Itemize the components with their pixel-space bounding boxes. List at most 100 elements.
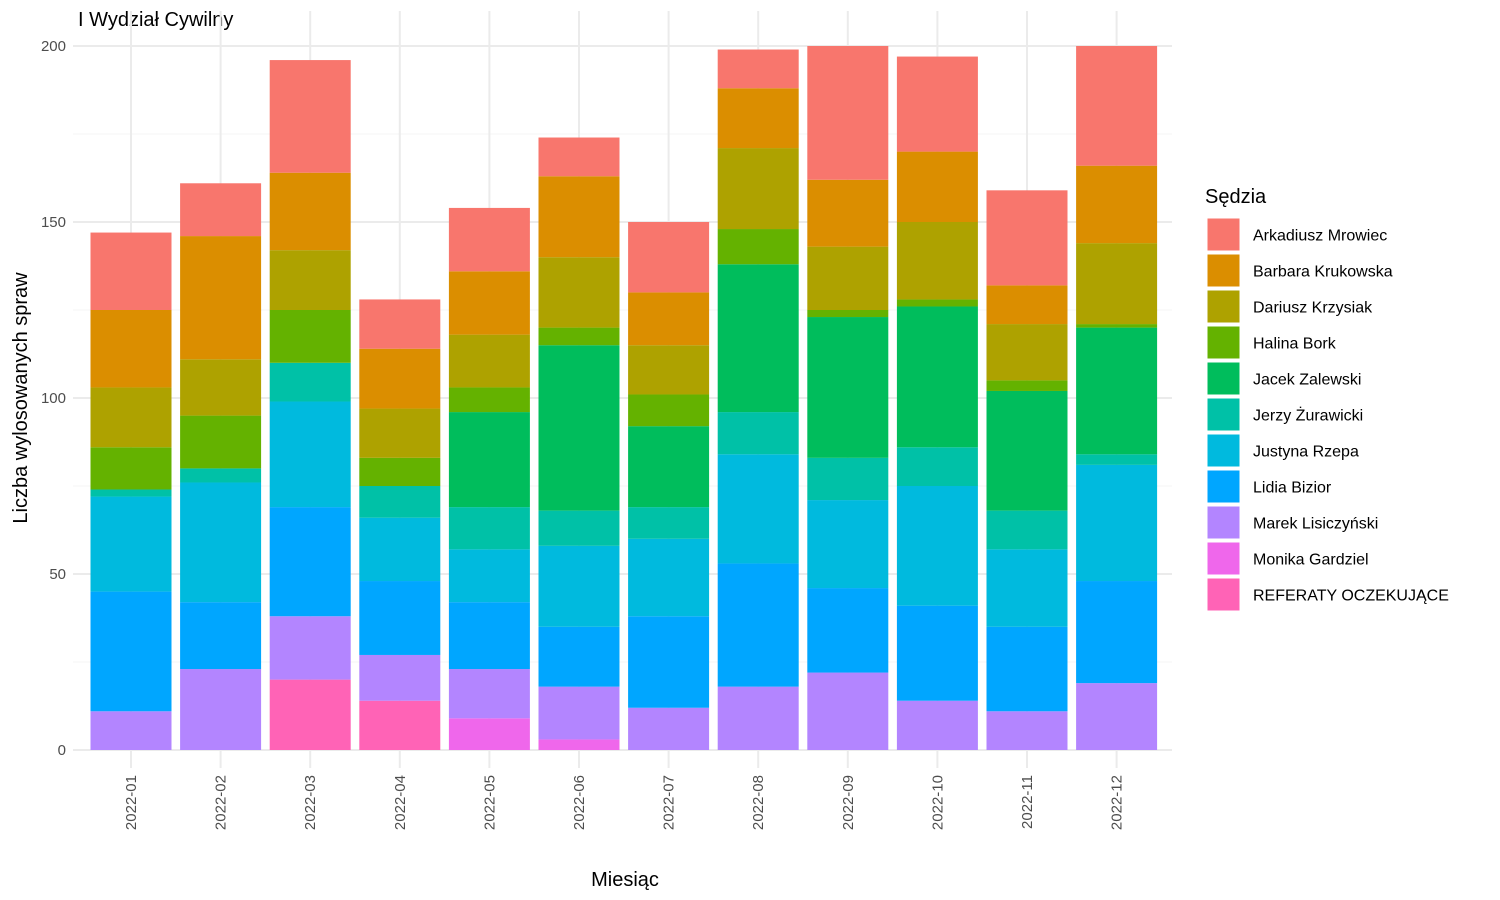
y-axis-title: Liczba wylosowanych spraw xyxy=(10,272,32,524)
bar-segment xyxy=(269,250,351,310)
bar-segment xyxy=(448,412,530,508)
legend-key xyxy=(1206,433,1241,468)
legend-key xyxy=(1206,217,1241,252)
legend-key xyxy=(1206,397,1241,432)
bar-segment xyxy=(538,345,620,511)
bar-segment xyxy=(538,257,620,328)
legend-key xyxy=(1206,361,1241,396)
bar-segment xyxy=(269,507,351,617)
bar-segment xyxy=(1076,243,1158,325)
x-axis-ticks: 2022-01 2022-02 2022-03 2022-04 2022-05 2022-… xyxy=(123,775,1126,830)
bar-segment xyxy=(986,549,1068,627)
x-tick-label: 2022-11 xyxy=(1019,775,1036,829)
bar-segment xyxy=(1076,46,1158,166)
bar-segment xyxy=(896,306,978,448)
bar-segment xyxy=(448,549,530,603)
bar-segment xyxy=(807,457,889,501)
x-tick-label: 2022-02 xyxy=(213,775,230,830)
legend-key xyxy=(1206,469,1241,504)
bar-segment xyxy=(180,669,262,750)
bar-segment xyxy=(90,711,172,750)
bar-segment xyxy=(628,616,710,708)
legend-key xyxy=(1206,253,1241,288)
bar-segment xyxy=(986,190,1068,286)
legend-label: Jerzy Żurawicki xyxy=(1253,406,1363,425)
bar-segment xyxy=(896,486,978,606)
bar-segment xyxy=(896,605,978,701)
bar-segment xyxy=(448,718,530,750)
bar-segment xyxy=(359,408,441,458)
legend-key xyxy=(1206,325,1241,360)
bar-segment xyxy=(180,415,262,469)
bar-segment xyxy=(628,292,710,346)
bar-segment xyxy=(1076,327,1158,455)
bar-segment xyxy=(1076,464,1158,582)
legend-key xyxy=(1206,505,1241,540)
bar-segment xyxy=(269,172,351,251)
legend-label: Halina Bork xyxy=(1253,336,1337,353)
x-tick-label: 2022-08 xyxy=(750,775,767,830)
bar-segment xyxy=(90,496,172,592)
bar-segment xyxy=(538,626,620,687)
bar-segment xyxy=(896,222,978,300)
legend-label: REFERATY OCZEKUJĄCE xyxy=(1253,588,1449,605)
x-axis-title: Miesiąc xyxy=(591,869,659,891)
bar-segment xyxy=(538,739,620,750)
bar-segment xyxy=(717,563,799,687)
bar-segment xyxy=(90,447,172,490)
legend-key xyxy=(1206,289,1241,324)
legend-label: Monika Gardziel xyxy=(1253,552,1369,569)
bar-segment xyxy=(269,362,351,402)
bar-segment xyxy=(359,700,441,750)
x-tick-label: 2022-05 xyxy=(481,775,498,830)
x-tick-label: 2022-12 xyxy=(1109,775,1126,830)
bar-segment xyxy=(896,447,978,486)
bar-segment xyxy=(807,500,889,589)
bar-segment xyxy=(807,588,889,673)
bar-segment xyxy=(717,454,799,564)
bar-segment xyxy=(717,88,799,149)
x-tick-label: 2022-03 xyxy=(302,775,319,830)
bar-segment xyxy=(628,507,710,539)
bar-segment xyxy=(359,581,441,655)
bar-segment xyxy=(90,591,172,712)
bar-segment xyxy=(1076,683,1158,750)
legend-label: Jacek Zalewski xyxy=(1253,372,1361,389)
x-tick-label: 2022-01 xyxy=(123,775,140,830)
legend-key xyxy=(1206,577,1241,612)
bar-segment xyxy=(448,669,530,719)
bars xyxy=(90,46,1158,750)
bar-segment xyxy=(448,334,530,388)
x-tick-label: 2022-10 xyxy=(929,775,946,830)
x-tick-label: 2022-09 xyxy=(840,775,857,830)
bar-segment xyxy=(359,486,441,518)
bar-segment xyxy=(986,711,1068,750)
bar-segment xyxy=(269,616,351,680)
legend-label: Dariusz Krzysiak xyxy=(1253,300,1373,317)
bar-segment xyxy=(986,380,1068,391)
bar-segment xyxy=(717,412,799,455)
bar-segment xyxy=(986,626,1068,712)
bar-segment xyxy=(807,317,889,458)
bar-segment xyxy=(269,60,351,173)
legend-label: Lidia Bizior xyxy=(1253,480,1332,497)
bar-segment xyxy=(807,46,889,180)
bar-segment xyxy=(269,679,351,750)
legend-label: Barbara Krukowska xyxy=(1253,264,1393,281)
legend-label: Marek Lisiczyński xyxy=(1253,516,1378,533)
bar-segment xyxy=(448,507,530,550)
bar-segment xyxy=(180,482,262,603)
bar-segment xyxy=(717,686,799,750)
bar-segment xyxy=(538,686,620,740)
bar-segment xyxy=(807,310,889,318)
bar-segment xyxy=(628,426,710,508)
bar-segment xyxy=(538,510,620,546)
bar-segment xyxy=(628,222,710,293)
bar-segment xyxy=(896,151,978,222)
y-tick-label: 50 xyxy=(49,566,66,583)
bar-segment xyxy=(448,387,530,413)
legend: Sędzia Arkadiusz Mrowiec Barbara Krukowsk… xyxy=(1205,186,1449,612)
bar-segment xyxy=(986,324,1068,381)
bar-segment xyxy=(628,394,710,427)
